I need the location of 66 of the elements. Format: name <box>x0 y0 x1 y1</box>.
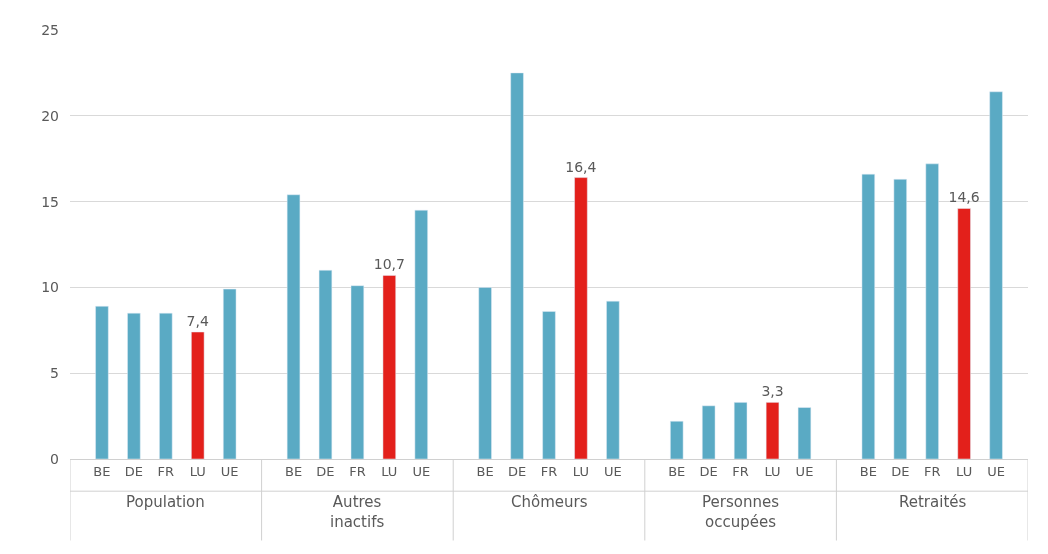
bar <box>127 312 141 459</box>
bar <box>318 269 333 459</box>
y-tick-label: 20 <box>41 107 59 124</box>
series-label: FR <box>923 463 941 479</box>
bar <box>893 179 907 459</box>
data-label: 16,4 <box>565 158 597 175</box>
bar <box>382 275 396 459</box>
bar <box>957 208 971 459</box>
text: FR <box>540 463 558 479</box>
series-label: BE <box>668 463 686 479</box>
x-tick-label: Chômeurs <box>511 493 588 511</box>
text: UE <box>795 463 814 479</box>
y-tick-label: 0 <box>50 450 59 467</box>
series-label: UE <box>987 463 1005 479</box>
bar <box>702 405 716 459</box>
y-tick-label: 10 <box>41 279 59 296</box>
bar <box>286 194 301 459</box>
text: BE <box>284 463 303 479</box>
text: DE <box>124 463 143 479</box>
data-label: 10,7 <box>373 256 405 273</box>
text: BE <box>93 463 111 479</box>
text: FR <box>349 463 366 479</box>
text: DE <box>891 463 910 479</box>
text: BE <box>859 463 877 479</box>
text: FR <box>157 463 175 479</box>
bar <box>606 300 620 459</box>
bar <box>733 402 748 459</box>
text: BE <box>476 463 494 479</box>
x-tick-label: Population <box>126 493 205 511</box>
bar <box>574 177 588 459</box>
x-tick-label: Autres inactifs <box>330 493 385 531</box>
y-tick-label: 25 <box>41 21 59 38</box>
y-tick-label: 5 <box>50 365 59 382</box>
x-tick-label: Retraités <box>899 493 967 511</box>
bar <box>478 287 492 459</box>
bar <box>191 331 205 459</box>
data-label: 7,4 <box>186 313 209 330</box>
bar <box>510 72 524 459</box>
text: UE <box>604 463 622 479</box>
bar <box>542 311 556 459</box>
text: LU <box>189 463 206 479</box>
bar <box>159 312 173 459</box>
text: DE <box>699 463 718 479</box>
series-label: LU <box>381 463 398 479</box>
bar <box>350 285 365 459</box>
bar <box>223 288 237 459</box>
x-tick-label: Personnes occupées <box>702 493 780 531</box>
y-tick-label: 15 <box>41 193 59 210</box>
text: LU <box>956 463 973 479</box>
bar <box>95 306 109 459</box>
text: LU <box>572 463 589 479</box>
bar <box>765 402 780 459</box>
text: LU <box>764 463 781 479</box>
text: DE <box>507 463 527 479</box>
bar <box>414 209 428 459</box>
text: UE <box>412 463 431 479</box>
bar <box>925 163 939 459</box>
bar <box>861 173 875 459</box>
data-label: 14,6 <box>948 189 980 206</box>
data-label: 3,3 <box>761 383 784 400</box>
bar <box>670 421 684 459</box>
bar <box>989 91 1003 459</box>
text: UE <box>220 463 239 479</box>
bar <box>797 407 812 459</box>
series-label: DE <box>316 463 335 479</box>
text: FR <box>732 463 749 479</box>
